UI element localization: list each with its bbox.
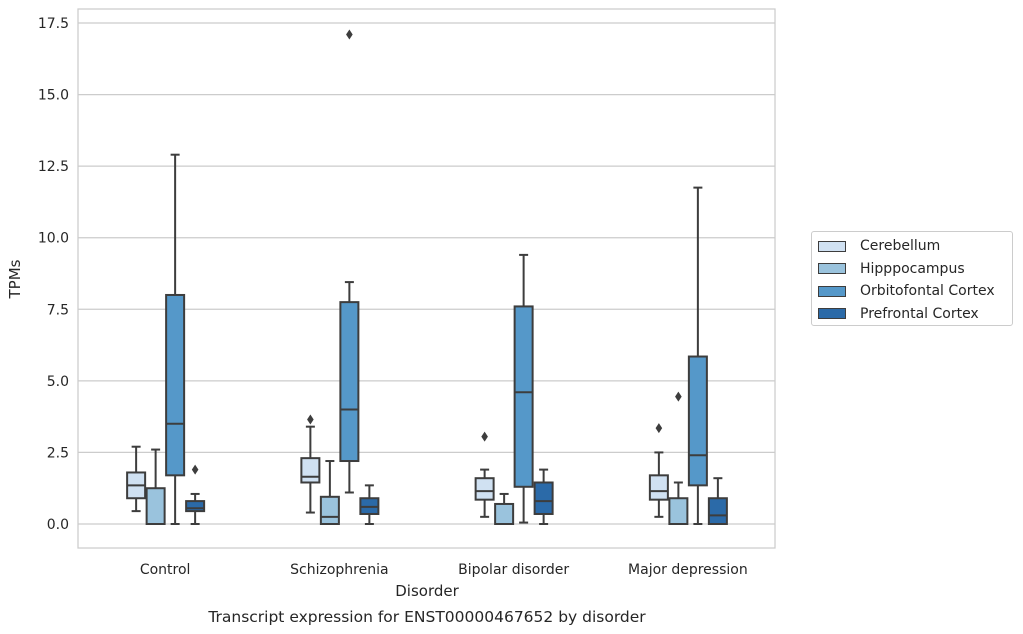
x-axis-label: Disorder [395,582,459,600]
legend-item: Hipppocampus [818,259,965,279]
box-cerebellum [126,445,147,513]
iqr-box [707,497,728,525]
box-prefrontal-cortex [185,464,206,525]
y-tick-label: 5.0 [47,374,69,390]
outlier-marker [307,414,314,425]
y-axis-label: TPMs [6,259,24,299]
grid-lines [78,22,775,525]
outlier-marker [481,431,488,442]
iqr-box [319,495,340,525]
box-cerebellum [474,431,495,518]
box-orbitofontal-cortex [165,153,186,525]
iqr-box [474,477,495,501]
x-tick-label: Major depression [628,562,748,578]
x-tick-label: Schizophrenia [290,562,388,578]
iqr-box [165,293,186,477]
legend-swatch [818,285,846,297]
box-orbitofontal-cortex [339,29,360,494]
iqr-box [668,497,689,525]
chart-title: Transcript expression for ENST0000046765… [207,608,646,626]
iqr-box [494,502,515,525]
legend-item: Cerebellum [818,236,940,256]
box-orbitofontal-cortex [687,186,708,525]
iqr-box [648,474,669,501]
box-prefrontal-cortex [359,484,380,525]
legend-label: Cerebellum [860,238,941,254]
iqr-box [185,500,206,513]
outlier-marker [346,29,353,40]
box-hipppocampus [668,391,689,525]
outlier-marker [655,423,663,434]
box-prefrontal-cortex [533,468,554,525]
y-tick-label: 10.0 [38,231,69,247]
y-tick-label: 12.5 [38,159,69,175]
iqr-box [513,305,534,488]
y-tick-label: 7.5 [47,302,69,318]
y-tick-label: 17.5 [38,16,69,32]
box-cerebellum [300,414,321,514]
legend-item: Orbitofontal Cortex [818,281,995,301]
iqr-box [339,301,360,463]
box-hipppocampus [145,448,166,526]
y-tick-label: 0.0 [47,517,69,533]
iqr-box [687,355,708,487]
y-tick-label: 15.0 [38,88,69,104]
legend-label: Orbitofontal Cortex [860,283,995,299]
x-tick-label: Control [140,562,191,578]
y-tick-label: 2.5 [47,445,69,461]
legend-label: Prefrontal Cortex [860,305,979,322]
legend-swatch [818,263,846,274]
legend-label: Hipppocampus [860,260,965,277]
legend-swatch [818,308,846,319]
iqr-box [145,487,166,526]
box-hipppocampus [319,460,340,525]
box-orbitofontal-cortex [513,253,534,524]
iqr-box [533,481,554,515]
plot-frame [77,8,776,549]
legend: Cerebellum Hipppocampus Orbitofontal Corte… [811,231,1013,326]
outlier-marker [191,464,199,475]
box-cerebellum [648,423,669,518]
box-hipppocampus [494,492,515,525]
iqr-box [300,457,321,484]
x-tick-label: Bipolar disorder [458,562,569,578]
x-tick-labels: Control Schizophrenia Bipolar disorder Majo… [140,562,748,578]
legend-swatch [818,240,846,252]
y-tick-labels: 0.0 2.5 5.0 7.5 10.0 12.5 15.0 17.5 [38,16,69,533]
legend-item: Prefrontal Cortex [818,304,979,324]
box-prefrontal-cortex [707,477,728,525]
outlier-marker [675,391,682,402]
box-groups [126,29,728,526]
